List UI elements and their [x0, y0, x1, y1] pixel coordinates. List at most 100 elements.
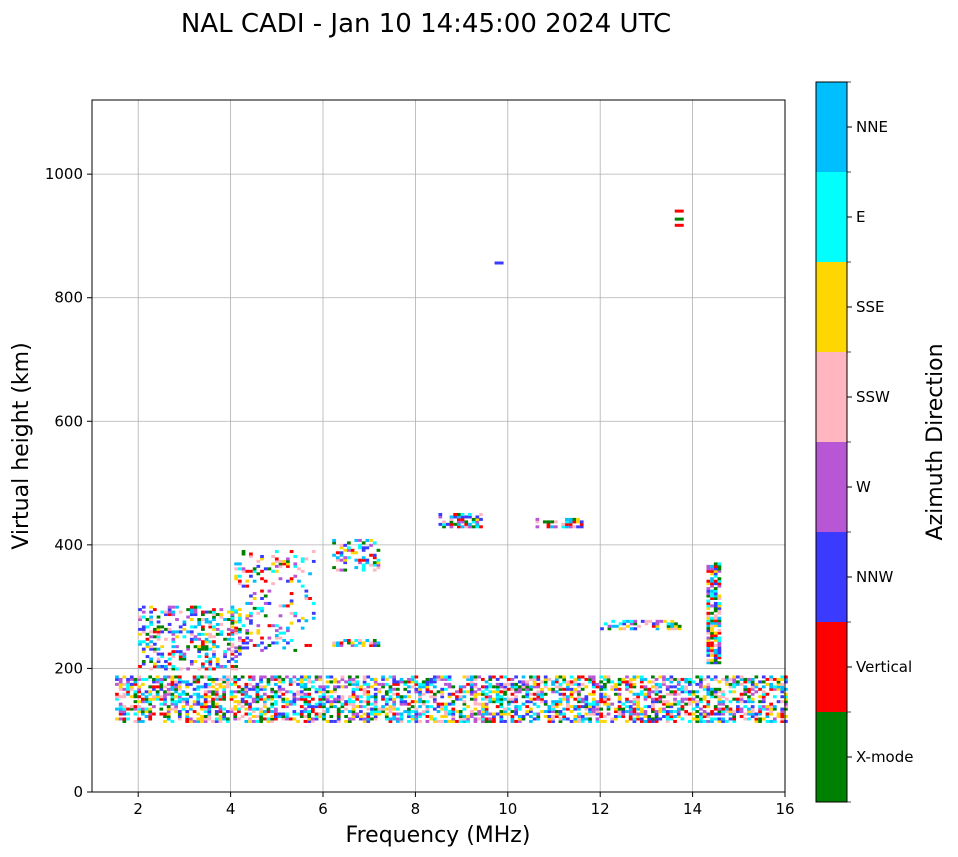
echo-point	[335, 556, 340, 560]
echo-point	[148, 690, 153, 694]
echo-point	[274, 692, 278, 696]
echo-point	[492, 715, 496, 719]
echo-point	[562, 692, 567, 696]
echo-point	[152, 647, 157, 651]
echo-point	[665, 692, 670, 696]
echo-point	[325, 690, 330, 694]
echo-point	[225, 682, 230, 686]
echo-point	[529, 677, 533, 681]
echo-point	[488, 695, 493, 699]
echo-point	[662, 707, 666, 711]
echo-point	[591, 697, 596, 701]
echo-point	[503, 687, 507, 691]
echo-point	[543, 675, 548, 679]
echo-point	[175, 605, 179, 609]
echo-point	[577, 717, 581, 721]
echo-point	[222, 707, 226, 711]
echo-point	[584, 695, 589, 699]
echo-point	[126, 707, 130, 711]
echo-point	[710, 616, 714, 620]
echo-point	[506, 697, 511, 701]
echo-point	[336, 717, 341, 721]
echo-point	[780, 677, 785, 681]
echo-point	[270, 675, 275, 679]
echo-point	[149, 635, 153, 639]
echo-point	[654, 717, 659, 721]
echo-point	[347, 682, 352, 686]
echo-point	[355, 687, 360, 691]
echo-point	[160, 645, 165, 649]
echo-point	[155, 692, 160, 696]
echo-point	[510, 697, 515, 701]
echo-point	[492, 719, 496, 723]
echo-point	[365, 558, 370, 562]
echo-point	[710, 712, 714, 716]
echo-point	[710, 677, 714, 681]
echo-point	[447, 710, 452, 714]
echo-point	[617, 700, 622, 704]
echo-point	[204, 667, 209, 671]
echo-point	[521, 675, 526, 679]
echo-point	[410, 685, 415, 689]
echo-point	[293, 614, 298, 618]
echo-point	[303, 697, 308, 701]
echo-point	[351, 707, 356, 711]
echo-point	[421, 710, 426, 714]
echo-point	[695, 715, 700, 719]
echo-point	[469, 697, 474, 701]
echo-point	[525, 680, 530, 684]
echo-point	[186, 647, 190, 651]
echo-point	[219, 664, 224, 668]
echo-point	[175, 667, 179, 671]
colorbar-segment	[816, 262, 847, 352]
echo-point	[680, 687, 685, 691]
echo-point	[550, 525, 554, 529]
echo-point	[488, 690, 493, 694]
echo-point	[547, 719, 552, 723]
echo-point	[780, 712, 785, 716]
echo-point	[181, 690, 186, 694]
echo-point	[456, 525, 461, 529]
echo-point	[156, 657, 161, 661]
echo-point	[514, 687, 518, 691]
echo-point	[621, 680, 626, 684]
echo-point	[171, 630, 176, 634]
echo-point	[170, 692, 175, 696]
echo-point	[222, 680, 226, 684]
echo-point	[458, 695, 463, 699]
echo-point	[372, 639, 377, 643]
echo-point	[458, 697, 463, 701]
y-tick-label: 200	[54, 659, 83, 677]
echo-point	[237, 613, 242, 617]
echo-point	[115, 707, 119, 711]
echo-point	[260, 569, 264, 573]
echo-point	[244, 692, 249, 696]
echo-point	[691, 707, 696, 711]
echo-point	[495, 682, 500, 686]
echo-point	[673, 685, 677, 689]
echo-point	[152, 685, 156, 689]
echo-point	[201, 647, 205, 651]
echo-point	[233, 707, 238, 711]
echo-point	[115, 717, 119, 721]
echo-point	[175, 630, 179, 634]
echo-point	[333, 687, 337, 691]
echo-point	[149, 605, 153, 609]
colorbar-segment	[816, 622, 847, 712]
echo-point	[418, 687, 422, 691]
echo-point	[414, 710, 419, 714]
echo-point	[469, 682, 474, 686]
echo-point	[174, 695, 178, 699]
echo-point	[761, 675, 766, 679]
echo-point	[266, 710, 271, 714]
echo-point	[237, 652, 242, 656]
echo-point	[384, 692, 389, 696]
echo-point	[211, 700, 215, 704]
echo-point	[551, 710, 555, 714]
echo-point	[466, 717, 470, 721]
echo-point	[318, 705, 323, 709]
echo-point	[292, 692, 297, 696]
echo-point	[329, 690, 334, 694]
echo-point	[329, 705, 334, 709]
echo-point	[477, 702, 482, 706]
